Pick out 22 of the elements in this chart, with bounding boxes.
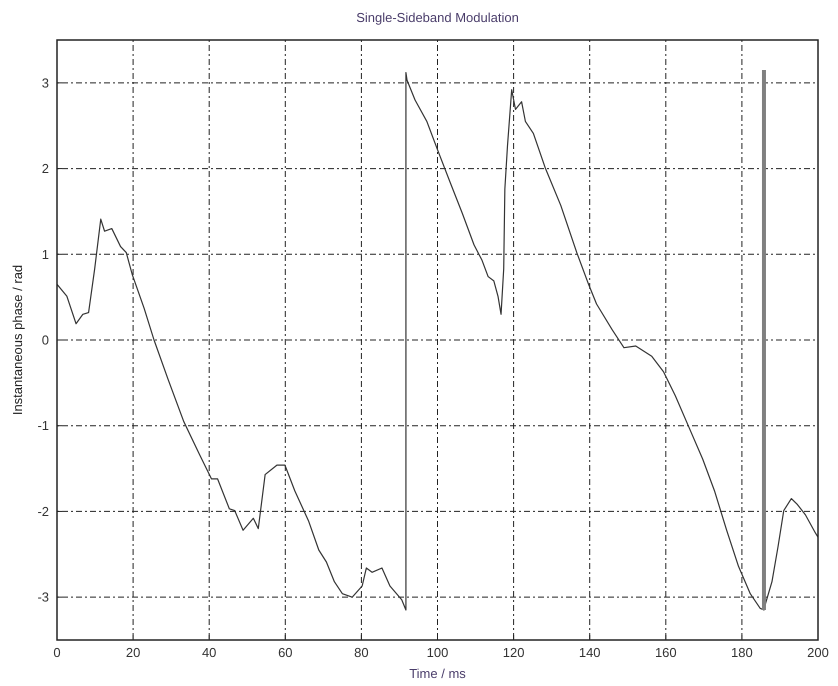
x-tick-label: 100	[426, 645, 448, 660]
chart-title: Single-Sideband Modulation	[356, 10, 519, 25]
x-tick-label: 0	[53, 645, 61, 660]
x-tick-label: 80	[354, 645, 369, 660]
x-tick-label: 160	[654, 645, 677, 660]
y-tick-label: -2	[37, 504, 49, 519]
y-tick-label: 0	[42, 332, 49, 348]
y-tick-label: -3	[37, 590, 49, 605]
x-tick-label: 20	[126, 645, 140, 660]
x-tick-label: 40	[202, 645, 216, 660]
y-tick-label: 1	[42, 246, 49, 262]
x-tick-label: 140	[578, 645, 601, 660]
y-tick-label: 2	[42, 161, 49, 176]
y-tick-label: -1	[37, 418, 49, 434]
x-axis-title: Time / ms	[409, 666, 466, 681]
x-tick-label: 120	[502, 645, 524, 660]
y-axis-title: Instantaneous phase / rad	[10, 264, 25, 416]
x-tick-label: 60	[278, 645, 293, 660]
x-tick-label: 200	[807, 645, 829, 660]
x-tick-label: 180	[731, 645, 753, 660]
y-tick-label: 3	[42, 75, 49, 90]
line-series	[57, 72, 818, 611]
